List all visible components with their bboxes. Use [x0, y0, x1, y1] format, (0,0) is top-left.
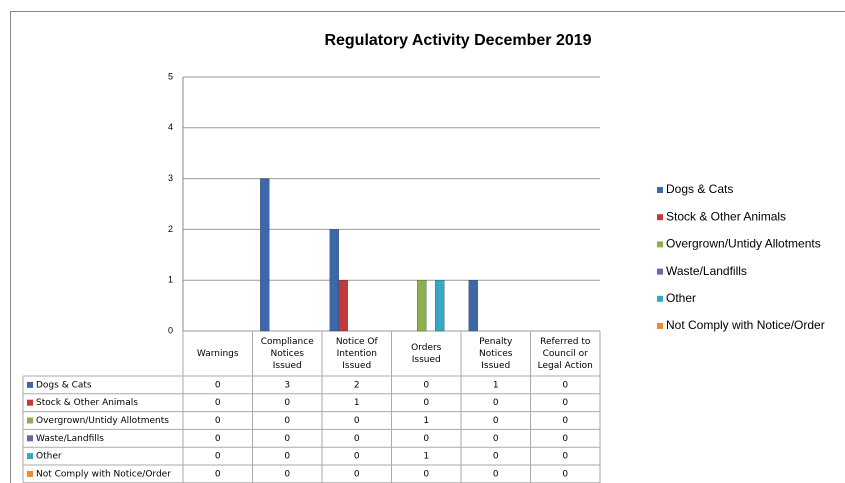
table-value: 1 — [423, 416, 429, 426]
table-value: 0 — [493, 452, 499, 462]
table-value: 2 — [354, 380, 360, 390]
table-value: 0 — [493, 469, 499, 479]
table-value: 0 — [562, 469, 568, 479]
legend-key — [657, 187, 663, 193]
table-value: 0 — [562, 398, 568, 408]
table-value: 0 — [493, 416, 499, 426]
category-label: Orders Issued — [411, 342, 442, 365]
category-label: Referred to Council or Legal Action — [537, 336, 593, 371]
legend-key — [657, 214, 663, 221]
table-value: 0 — [284, 469, 290, 479]
table-value: 0 — [284, 434, 290, 444]
legend-key — [657, 295, 663, 302]
table-value: 0 — [354, 452, 360, 462]
table-value: 1 — [493, 380, 499, 390]
legend-label: Stock & Other Animals — [666, 209, 786, 223]
table-value: 0 — [562, 452, 568, 462]
table-value: 0 — [215, 469, 221, 479]
table-value: 0 — [215, 380, 221, 390]
category-label: Warnings — [196, 348, 239, 359]
chart-title: Regulatory Activity December 2019 — [324, 32, 591, 49]
table-value: 0 — [493, 398, 499, 408]
y-tick-label: 1 — [168, 275, 173, 285]
table-legend-key — [27, 435, 33, 442]
table-legend-key — [27, 417, 33, 424]
table-series-name: Overgrown/Untidy Allotments — [36, 416, 169, 426]
category-label: Notice Of Intention Issued — [335, 336, 378, 371]
table-value: 0 — [423, 434, 429, 444]
table-legend-key — [27, 453, 33, 460]
table-value: 0 — [215, 434, 221, 444]
legend-key — [657, 241, 663, 248]
legend-key — [657, 323, 663, 329]
legend-label: Not Comply with Notice/Order — [666, 318, 825, 332]
table-value: 0 — [284, 416, 290, 426]
table-series-name: Stock & Other Animals — [36, 398, 138, 408]
table-value: 0 — [423, 398, 429, 408]
legend-label: Waste/Landfills — [666, 264, 747, 278]
table-value: 0 — [562, 380, 568, 390]
table-value: 0 — [562, 416, 568, 426]
table-value: 0 — [493, 434, 499, 444]
y-tick-label: 2 — [168, 224, 173, 234]
legend-label: Other — [666, 291, 696, 305]
table-value: 0 — [423, 380, 429, 390]
bar — [417, 280, 427, 332]
bar — [435, 280, 445, 332]
table-value: 0 — [354, 416, 360, 426]
category-label: Compliance Notices Issued — [260, 336, 314, 371]
table-legend-key — [27, 470, 33, 477]
table-value: 0 — [562, 434, 568, 444]
y-tick-label: 5 — [168, 71, 173, 81]
bar — [260, 178, 270, 332]
table-value: 0 — [354, 469, 360, 479]
y-tick-label: 0 — [168, 325, 173, 335]
category-label: Penalty Notices Issued — [479, 336, 513, 371]
table-value: 3 — [284, 380, 290, 390]
bar — [329, 229, 339, 332]
table-series-name: Dogs & Cats — [36, 380, 92, 390]
table-legend-key — [27, 381, 33, 388]
legend-key — [657, 268, 663, 275]
table-legend-key — [27, 399, 33, 406]
legend-label: Overgrown/Untidy Allotments — [666, 237, 821, 251]
table-series-name: Waste/Landfills — [36, 434, 104, 444]
table-value: 0 — [423, 469, 429, 479]
bar — [468, 280, 478, 332]
table-series-name: Not Comply with Notice/Order — [36, 469, 171, 479]
table-series-name: Other — [36, 452, 62, 462]
table-value: 0 — [215, 398, 221, 408]
table-value: 1 — [423, 452, 429, 462]
table-value: 0 — [215, 452, 221, 462]
legend-label: Dogs & Cats — [666, 182, 733, 196]
chart-border — [10, 11, 845, 483]
table-value: 0 — [284, 452, 290, 462]
table-value: 0 — [215, 416, 221, 426]
table-value: 1 — [354, 398, 360, 408]
y-tick-label: 3 — [168, 173, 173, 183]
table-value: 0 — [354, 434, 360, 444]
bar — [338, 280, 348, 332]
y-tick-label: 4 — [168, 122, 173, 132]
table-value: 0 — [284, 398, 290, 408]
